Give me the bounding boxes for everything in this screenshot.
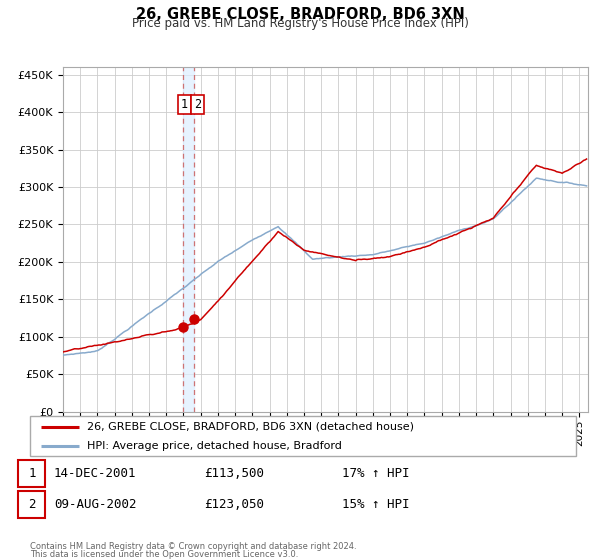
Text: 1: 1 — [28, 467, 35, 480]
Text: 26, GREBE CLOSE, BRADFORD, BD6 3XN (detached house): 26, GREBE CLOSE, BRADFORD, BD6 3XN (deta… — [88, 422, 415, 432]
Text: £113,500: £113,500 — [204, 467, 264, 480]
Text: 15% ↑ HPI: 15% ↑ HPI — [342, 498, 409, 511]
Text: Price paid vs. HM Land Registry's House Price Index (HPI): Price paid vs. HM Land Registry's House … — [131, 17, 469, 30]
Text: 1: 1 — [181, 99, 188, 111]
Text: £123,050: £123,050 — [204, 498, 264, 511]
Bar — [183, 67, 194, 412]
Text: 09-AUG-2002: 09-AUG-2002 — [54, 498, 137, 511]
FancyBboxPatch shape — [30, 416, 576, 456]
Text: 2: 2 — [28, 498, 35, 511]
Text: 26, GREBE CLOSE, BRADFORD, BD6 3XN: 26, GREBE CLOSE, BRADFORD, BD6 3XN — [136, 7, 464, 22]
Text: This data is licensed under the Open Government Licence v3.0.: This data is licensed under the Open Gov… — [30, 550, 298, 559]
Text: 17% ↑ HPI: 17% ↑ HPI — [342, 467, 409, 480]
Text: 2: 2 — [194, 99, 202, 111]
Text: Contains HM Land Registry data © Crown copyright and database right 2024.: Contains HM Land Registry data © Crown c… — [30, 542, 356, 550]
Text: HPI: Average price, detached house, Bradford: HPI: Average price, detached house, Brad… — [88, 441, 342, 450]
Text: 14-DEC-2001: 14-DEC-2001 — [54, 467, 137, 480]
